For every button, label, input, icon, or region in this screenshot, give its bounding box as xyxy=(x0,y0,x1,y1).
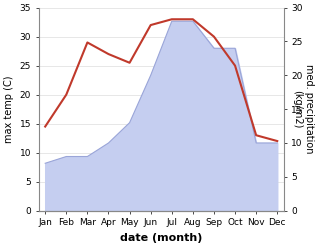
X-axis label: date (month): date (month) xyxy=(120,233,203,243)
Y-axis label: max temp (C): max temp (C) xyxy=(4,75,14,143)
Y-axis label: med. precipitation
(kg/m2): med. precipitation (kg/m2) xyxy=(292,64,314,154)
